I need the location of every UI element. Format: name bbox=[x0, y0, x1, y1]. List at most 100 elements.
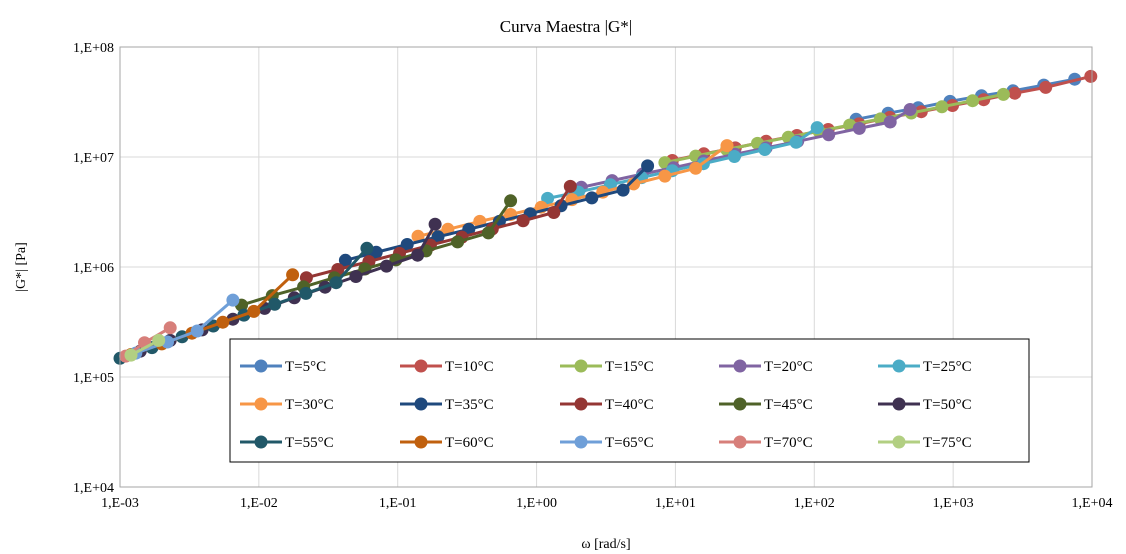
x-tick-label: 1,E-01 bbox=[379, 496, 417, 511]
legend-label: T=55°C bbox=[285, 435, 334, 451]
legend-marker bbox=[254, 359, 268, 373]
legend-item: T=5°C bbox=[240, 359, 326, 375]
y-axis-label: |G*| [Pa] bbox=[14, 242, 29, 292]
data-point bbox=[689, 161, 703, 175]
legend-marker bbox=[414, 435, 428, 449]
legend-marker bbox=[733, 397, 747, 411]
y-tick-label: 1,E+06 bbox=[73, 261, 114, 276]
data-point bbox=[411, 248, 425, 262]
data-point bbox=[658, 169, 672, 183]
series-line bbox=[135, 298, 234, 355]
legend-label: T=10°C bbox=[445, 359, 494, 375]
legend-item: T=15°C bbox=[560, 359, 654, 375]
data-point bbox=[935, 100, 949, 114]
data-point bbox=[451, 235, 465, 249]
legend-label: T=45°C bbox=[764, 397, 813, 413]
legend-label: T=75°C bbox=[923, 435, 972, 451]
legend-label: T=60°C bbox=[445, 435, 494, 451]
legend-item: T=30°C bbox=[240, 397, 334, 413]
data-point bbox=[516, 214, 530, 228]
legend-label: T=25°C bbox=[923, 359, 972, 375]
legend-label: T=70°C bbox=[764, 435, 813, 451]
data-point bbox=[903, 103, 917, 116]
legend-marker bbox=[733, 359, 747, 373]
data-point bbox=[1084, 69, 1098, 83]
legend-label: T=40°C bbox=[605, 397, 654, 413]
x-axis-label: ω [rad/s] bbox=[581, 537, 630, 552]
legend-marker bbox=[733, 435, 747, 449]
data-point bbox=[585, 191, 599, 205]
data-point bbox=[380, 259, 393, 273]
legend-item: T=35°C bbox=[400, 397, 494, 413]
x-tick-label: 1,E+01 bbox=[655, 496, 696, 511]
legend-marker bbox=[892, 435, 906, 449]
legend-label: T=30°C bbox=[285, 397, 334, 413]
data-point bbox=[190, 324, 204, 338]
data-point bbox=[758, 143, 772, 156]
y-tick-label: 1,E+08 bbox=[73, 41, 114, 56]
data-point bbox=[720, 139, 734, 153]
data-point bbox=[641, 159, 655, 173]
legend-label: T=50°C bbox=[923, 397, 972, 413]
legend-item: T=10°C bbox=[400, 359, 494, 375]
legend-label: T=65°C bbox=[605, 435, 654, 451]
data-point bbox=[481, 226, 495, 240]
x-tick-label: 1,E-02 bbox=[240, 496, 278, 511]
data-point bbox=[286, 268, 300, 282]
data-point bbox=[789, 135, 803, 149]
legend-item: T=65°C bbox=[560, 435, 654, 451]
legend-item: T=40°C bbox=[560, 397, 654, 413]
x-tick-label: 1,E+00 bbox=[516, 496, 557, 511]
legend-marker bbox=[574, 397, 588, 411]
x-tick-label: 1,E+03 bbox=[933, 496, 974, 511]
series-T=35°C bbox=[338, 159, 655, 267]
data-point bbox=[616, 183, 630, 197]
data-point bbox=[163, 321, 177, 335]
data-point bbox=[966, 94, 980, 108]
data-point bbox=[563, 179, 577, 193]
data-point bbox=[547, 206, 561, 219]
y-tick-label: 1,E+05 bbox=[73, 371, 114, 386]
y-tick-labels: 1,E+04 1,E+05 1,E+06 1,E+07 1,E+08 bbox=[73, 41, 114, 496]
series-line bbox=[547, 126, 819, 200]
data-point bbox=[329, 276, 343, 290]
legend-item: T=60°C bbox=[400, 435, 494, 451]
x-tick-labels: 1,E-03 1,E-02 1,E-01 1,E+00 1,E+01 1,E+02 1,E+… bbox=[101, 496, 1112, 511]
legend-marker bbox=[892, 359, 906, 373]
data-point bbox=[428, 217, 442, 231]
legend-label: T=15°C bbox=[605, 359, 654, 375]
data-point bbox=[360, 241, 374, 255]
legend-marker bbox=[254, 397, 268, 411]
y-tick-label: 1,E+04 bbox=[73, 481, 114, 496]
legend-item: T=70°C bbox=[719, 435, 813, 451]
series-T=75°C bbox=[124, 333, 166, 362]
data-point bbox=[152, 333, 166, 347]
legend-item: T=55°C bbox=[240, 435, 334, 451]
data-point bbox=[504, 194, 518, 208]
data-point bbox=[226, 293, 240, 307]
legend-item: T=25°C bbox=[878, 359, 972, 375]
data-point bbox=[852, 121, 866, 135]
data-point bbox=[338, 253, 352, 267]
legend-item: T=75°C bbox=[878, 435, 972, 451]
data-point bbox=[627, 177, 641, 191]
legend-marker bbox=[892, 397, 906, 411]
x-tick-label: 1,E-03 bbox=[101, 496, 139, 511]
data-point bbox=[727, 150, 741, 163]
legend-item: T=45°C bbox=[719, 397, 813, 413]
data-point bbox=[1039, 80, 1053, 94]
chart-title: Curva Maestra |G*| bbox=[500, 17, 632, 36]
legend-label: T=5°C bbox=[285, 359, 326, 375]
legend-label: T=35°C bbox=[445, 397, 494, 413]
data-point bbox=[822, 128, 836, 142]
data-series bbox=[113, 69, 1098, 365]
legend-label: T=20°C bbox=[764, 359, 813, 375]
plot-area-border bbox=[119, 46, 1093, 488]
legend-marker bbox=[574, 359, 588, 373]
data-point bbox=[400, 238, 414, 251]
legend-marker bbox=[574, 435, 588, 449]
x-tick-label: 1,E+02 bbox=[794, 496, 835, 511]
legend-marker bbox=[414, 359, 428, 373]
data-point bbox=[810, 121, 824, 135]
